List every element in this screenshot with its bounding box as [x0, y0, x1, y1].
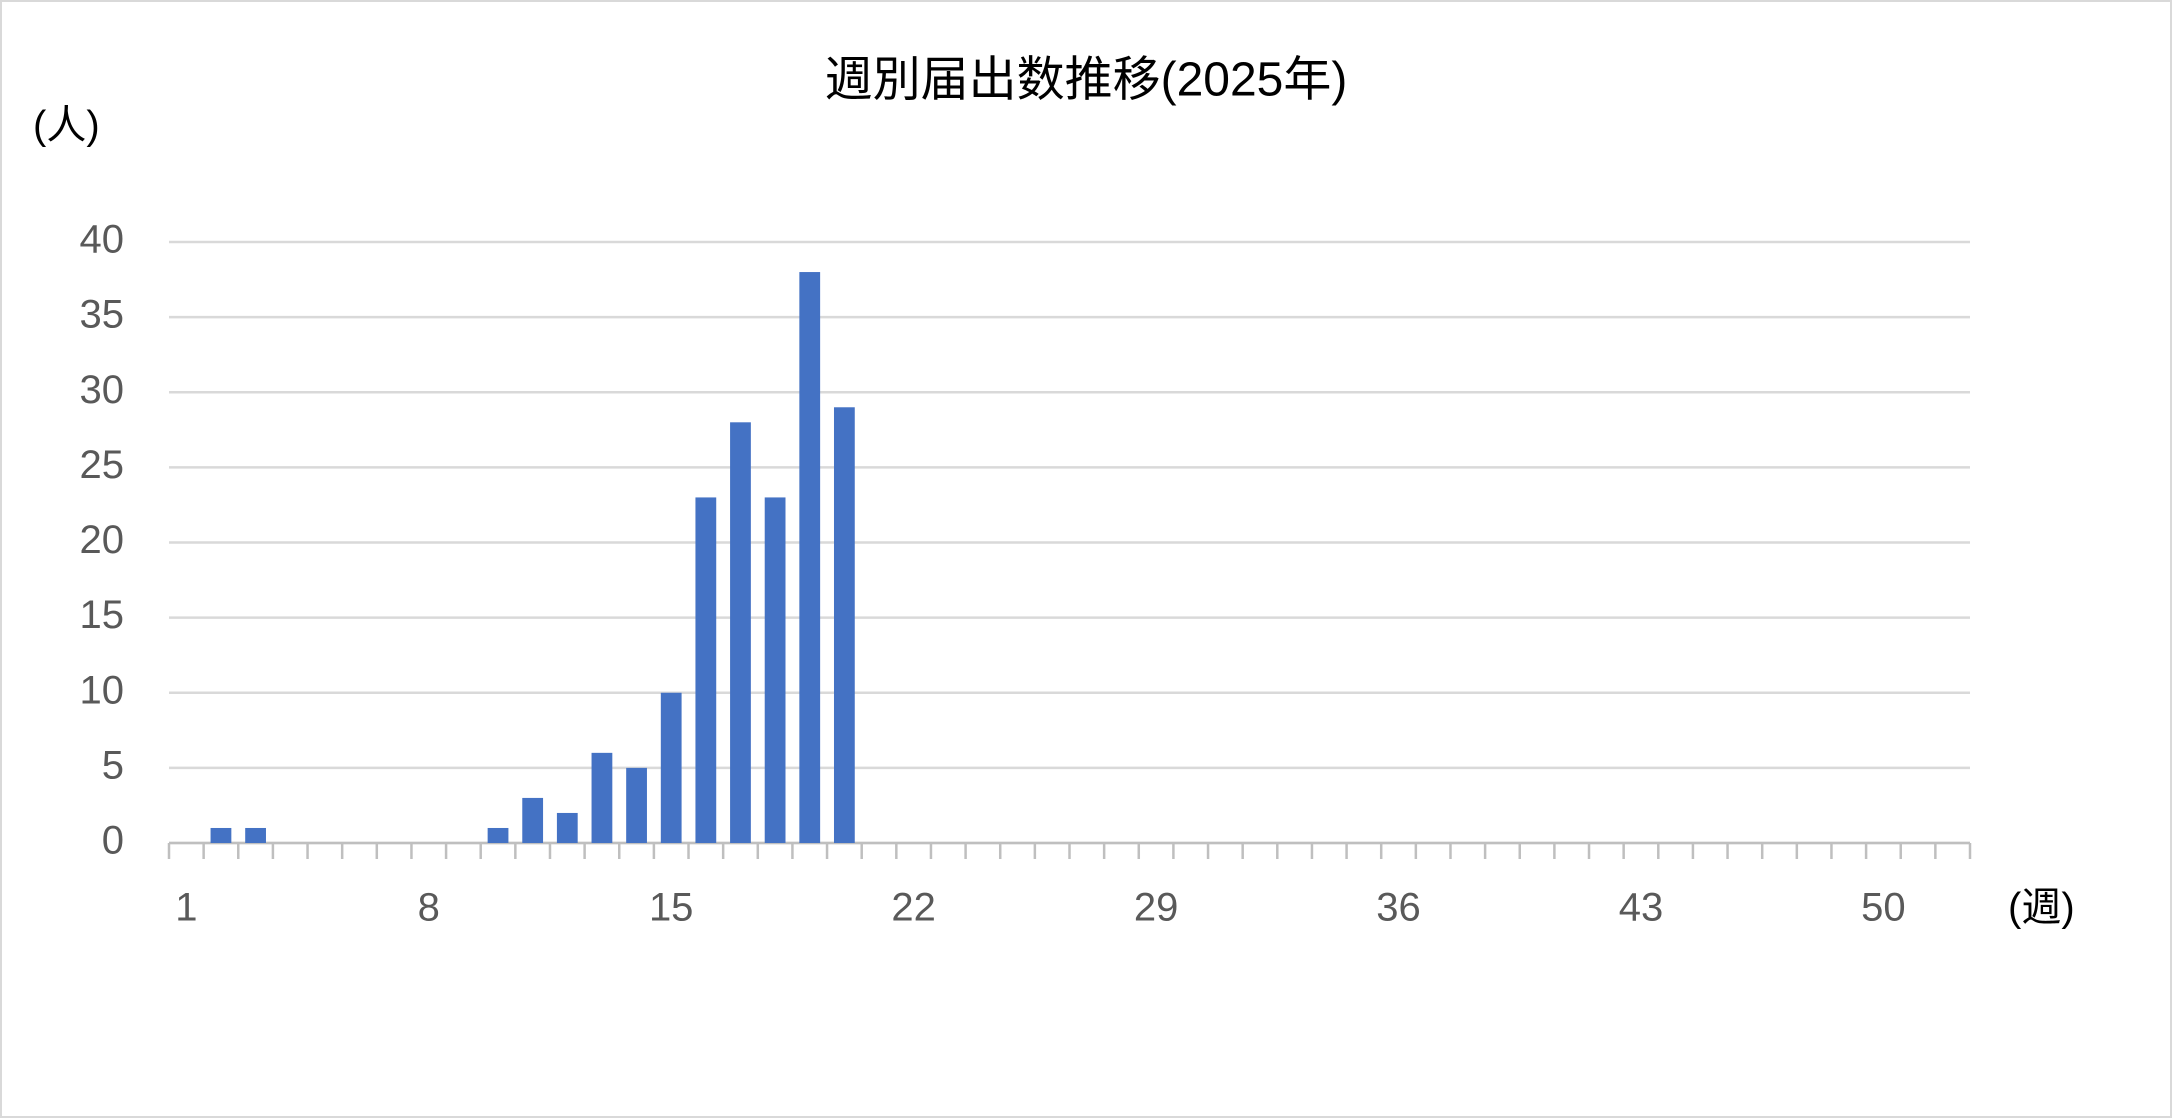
y-tick-label: 5: [102, 743, 124, 787]
x-tick-label: 15: [649, 886, 694, 930]
y-tick-label: 20: [80, 518, 125, 562]
x-tick-label: 43: [1619, 886, 1664, 930]
x-tick-label: 50: [1861, 886, 1906, 930]
bar: [695, 497, 717, 843]
y-tick-label: 15: [80, 593, 125, 637]
x-tick-label: 1: [175, 886, 197, 930]
bar: [210, 827, 232, 843]
y-tick-label: 30: [80, 368, 125, 412]
chart-title: 週別届出数推移(2025年): [825, 54, 1348, 107]
bar: [833, 407, 855, 843]
bar: [626, 767, 647, 843]
bar: [556, 812, 578, 843]
y-axis-label: (人): [33, 104, 100, 148]
bar: [245, 827, 266, 843]
y-tick-label: 10: [80, 668, 125, 712]
x-tick-label: 22: [891, 886, 936, 930]
x-tick-label: 29: [1134, 886, 1179, 930]
x-tick-label: 36: [1376, 886, 1421, 930]
bar: [591, 752, 613, 843]
y-tick-label: 0: [102, 819, 124, 863]
y-tick-label: 40: [80, 218, 125, 262]
bar: [730, 422, 751, 843]
x-axis-label: (週): [2008, 886, 2075, 930]
bar: [522, 797, 544, 843]
y-tick-label: 35: [80, 293, 125, 337]
bar: [660, 692, 682, 843]
bar: [799, 272, 821, 843]
y-tick-label: 25: [80, 443, 125, 487]
x-tick-label: 8: [418, 886, 440, 930]
bar: [487, 827, 509, 843]
bar: [764, 497, 786, 843]
